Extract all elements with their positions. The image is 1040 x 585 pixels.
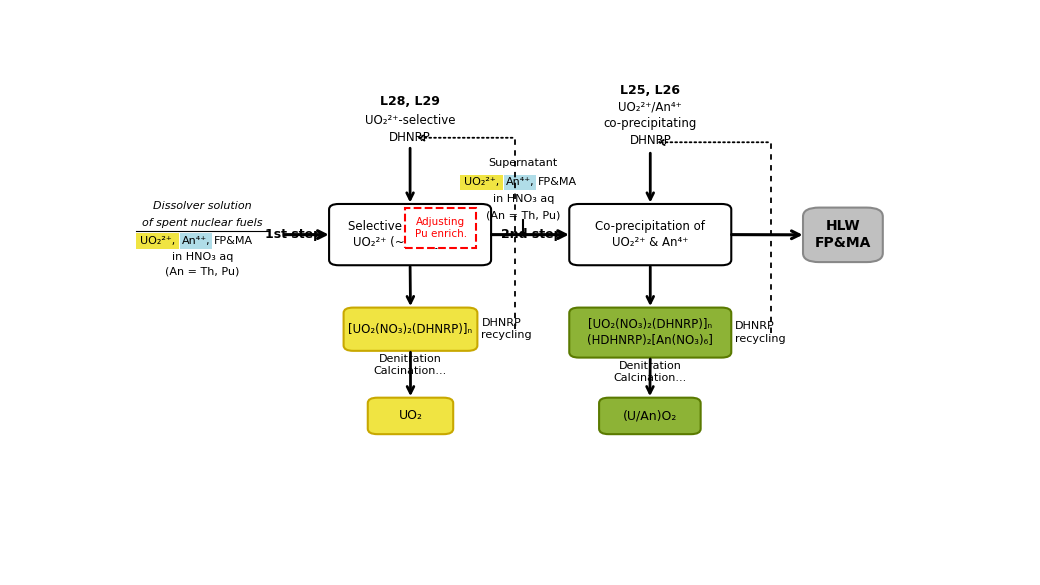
Text: L28, L29: L28, L29 [381, 95, 440, 108]
Text: HLW
FP&MA: HLW FP&MA [814, 219, 872, 250]
Text: co-precipitating: co-precipitating [603, 118, 697, 130]
Text: UO₂²⁺,: UO₂²⁺, [464, 177, 499, 187]
Text: DHNRP: DHNRP [389, 131, 431, 144]
Text: 2nd step: 2nd step [500, 228, 562, 241]
Text: [UO₂(NO₃)₂(DHNRP)]ₙ
(HDHNRP)₂[An(NO₃)₆]: [UO₂(NO₃)₂(DHNRP)]ₙ (HDHNRP)₂[An(NO₃)₆] [588, 318, 713, 347]
Text: An⁴⁺,: An⁴⁺, [182, 236, 210, 246]
FancyBboxPatch shape [599, 398, 701, 434]
Text: DHNRP: DHNRP [629, 134, 671, 147]
FancyBboxPatch shape [180, 233, 212, 249]
FancyBboxPatch shape [135, 233, 179, 249]
Text: of spent nuclear fuels: of spent nuclear fuels [142, 218, 263, 228]
Text: FP&MA: FP&MA [538, 177, 577, 187]
FancyBboxPatch shape [329, 204, 491, 265]
Text: L25, L26: L25, L26 [620, 84, 680, 97]
FancyBboxPatch shape [569, 308, 731, 357]
Text: in HNO₃ aq: in HNO₃ aq [172, 252, 233, 261]
FancyBboxPatch shape [504, 175, 537, 190]
Text: (An = Th, Pu): (An = Th, Pu) [486, 210, 561, 221]
Text: in HNO₃ aq: in HNO₃ aq [493, 194, 554, 204]
Text: Selective recovery of
UO₂²⁺ (~70% yield): Selective recovery of UO₂²⁺ (~70% yield) [347, 220, 472, 249]
Text: DHNRP
recycling: DHNRP recycling [735, 321, 786, 344]
Text: Denitration
Calcination...: Denitration Calcination... [373, 354, 447, 376]
FancyBboxPatch shape [803, 208, 883, 262]
Text: (An = Th, Pu): (An = Th, Pu) [165, 266, 240, 276]
Text: UO₂²⁺,: UO₂²⁺, [139, 236, 175, 246]
Text: [UO₂(NO₃)₂(DHNRP)]ₙ: [UO₂(NO₃)₂(DHNRP)]ₙ [348, 323, 472, 336]
Text: An⁴⁺,: An⁴⁺, [505, 177, 535, 187]
FancyBboxPatch shape [368, 398, 453, 434]
Text: UO₂²⁺/An⁴⁺: UO₂²⁺/An⁴⁺ [619, 101, 682, 114]
Text: UO₂²⁺-selective: UO₂²⁺-selective [365, 114, 456, 127]
FancyBboxPatch shape [406, 208, 476, 248]
Text: Adjusting
Pu enrich.: Adjusting Pu enrich. [415, 217, 467, 239]
Text: DHNRP
recycling: DHNRP recycling [482, 318, 532, 340]
Text: Denitration
Calcination...: Denitration Calcination... [614, 361, 686, 383]
Text: Supernatant: Supernatant [489, 158, 557, 168]
Text: Co-precipitation of
UO₂²⁺ & An⁴⁺: Co-precipitation of UO₂²⁺ & An⁴⁺ [595, 220, 705, 249]
Text: Dissolver solution: Dissolver solution [153, 201, 252, 211]
Text: (U/An)O₂: (U/An)O₂ [623, 410, 677, 422]
Text: 1st step: 1st step [265, 228, 321, 241]
FancyBboxPatch shape [343, 308, 477, 351]
FancyBboxPatch shape [460, 175, 503, 190]
Text: FP&MA: FP&MA [214, 236, 253, 246]
FancyBboxPatch shape [569, 204, 731, 265]
Text: UO₂: UO₂ [398, 410, 422, 422]
